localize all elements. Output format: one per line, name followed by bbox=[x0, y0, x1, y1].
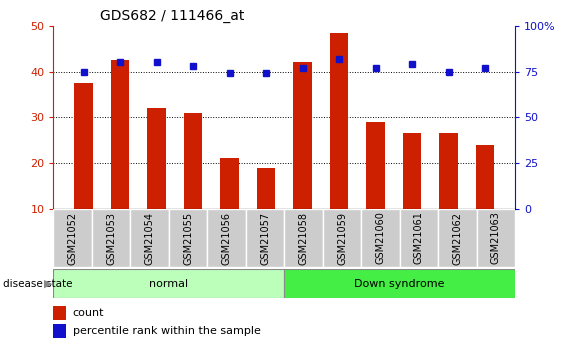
Text: GSM21053: GSM21053 bbox=[106, 211, 116, 265]
Text: normal: normal bbox=[149, 279, 189, 289]
Text: Down syndrome: Down syndrome bbox=[355, 279, 445, 289]
Bar bbox=[53, 324, 66, 337]
Bar bbox=[257, 168, 275, 209]
Text: ▶: ▶ bbox=[43, 279, 52, 289]
Text: GSM21061: GSM21061 bbox=[414, 211, 424, 265]
Bar bbox=[476, 145, 494, 209]
Text: disease state: disease state bbox=[3, 279, 72, 289]
Bar bbox=[330, 33, 348, 209]
Bar bbox=[284, 209, 323, 267]
Bar bbox=[148, 108, 166, 209]
Bar bbox=[246, 209, 284, 267]
Bar bbox=[92, 209, 131, 267]
Text: GSM21059: GSM21059 bbox=[337, 211, 347, 265]
Bar bbox=[293, 62, 312, 209]
Bar bbox=[184, 113, 202, 209]
Bar bbox=[169, 209, 207, 267]
Bar bbox=[477, 209, 515, 267]
Bar bbox=[207, 209, 246, 267]
Text: GSM21057: GSM21057 bbox=[260, 211, 270, 265]
Bar bbox=[53, 269, 284, 298]
Text: GSM21058: GSM21058 bbox=[298, 211, 309, 265]
Bar bbox=[53, 306, 66, 320]
Text: percentile rank within the sample: percentile rank within the sample bbox=[73, 326, 261, 336]
Bar bbox=[323, 209, 361, 267]
Text: count: count bbox=[73, 308, 104, 318]
Text: GSM21052: GSM21052 bbox=[68, 211, 78, 265]
Bar bbox=[131, 209, 169, 267]
Bar bbox=[367, 122, 385, 209]
Text: GSM21055: GSM21055 bbox=[183, 211, 193, 265]
Bar bbox=[53, 209, 92, 267]
Text: GDS682 / 111466_at: GDS682 / 111466_at bbox=[100, 9, 244, 23]
Text: GSM21054: GSM21054 bbox=[145, 211, 155, 265]
Bar bbox=[403, 133, 421, 209]
Bar bbox=[400, 209, 438, 267]
Text: GSM21062: GSM21062 bbox=[453, 211, 462, 265]
Bar bbox=[221, 158, 239, 209]
Bar bbox=[438, 209, 477, 267]
Bar bbox=[361, 209, 400, 267]
Text: GSM21056: GSM21056 bbox=[222, 211, 231, 265]
Text: GSM21060: GSM21060 bbox=[376, 211, 386, 265]
Bar bbox=[439, 133, 458, 209]
Text: GSM21063: GSM21063 bbox=[491, 211, 501, 265]
Bar bbox=[284, 269, 515, 298]
Bar bbox=[74, 83, 93, 209]
Bar bbox=[111, 60, 129, 209]
